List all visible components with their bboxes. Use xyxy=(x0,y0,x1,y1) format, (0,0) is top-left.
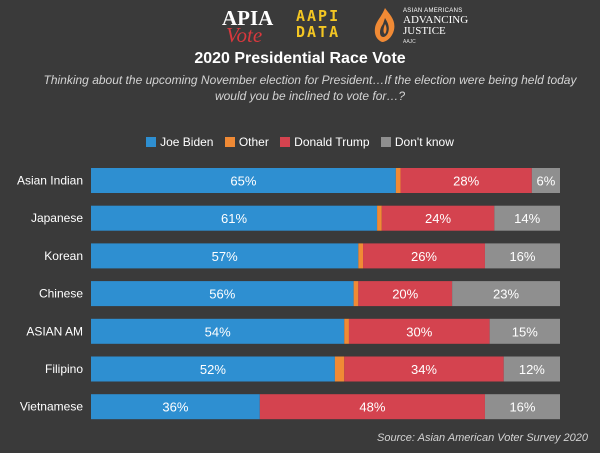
data-label-chinese-dont-know: 23% xyxy=(493,287,519,302)
bar-chinese-biden xyxy=(91,281,354,307)
data-label-korean-biden: 57% xyxy=(212,249,238,264)
bar-filipino-biden xyxy=(91,356,335,382)
aapi-logo-line1: AAPI xyxy=(296,7,341,25)
flame-icon xyxy=(374,8,395,42)
vote-logo-text: Vote xyxy=(226,23,263,47)
bar-filipino-other xyxy=(334,356,345,382)
bar-japanese-biden xyxy=(91,205,378,231)
data-label-filipino-biden: 52% xyxy=(200,362,226,377)
category-label-asian-am: ASIAN AM xyxy=(26,324,83,338)
legend-item-other: Other xyxy=(224,135,269,149)
bar-chinese-other xyxy=(353,281,359,307)
chart-title: 2020 Presidential Race Vote xyxy=(194,50,406,67)
data-label-asian-am-trump: 30% xyxy=(406,324,432,339)
aajc-logo: ASIAN AMERICANS ADVANCING JUSTICE AAJC xyxy=(370,6,490,46)
chart-legend: Joe Biden Other Donald Trump Don't know xyxy=(0,135,600,149)
data-label-asian-am-biden: 54% xyxy=(205,324,231,339)
aajc-logo-line1: ADVANCING xyxy=(403,14,469,26)
legend-label-biden: Joe Biden xyxy=(160,135,214,149)
data-label-chinese-biden: 56% xyxy=(209,287,235,302)
bar-vietnamese-dont-know xyxy=(484,394,560,420)
data-label-asian-indian-dont-know: 6% xyxy=(537,174,556,189)
legend-swatch-dont-know xyxy=(380,137,391,147)
bar-asian-am-other xyxy=(344,318,349,344)
legend-label-dont-know: Don't know xyxy=(394,135,454,149)
data-label-filipino-dont-know: 12% xyxy=(519,362,545,377)
bar-chinese-dont-know xyxy=(452,281,560,307)
data-label-vietnamese-trump: 48% xyxy=(359,400,385,415)
apia-logo-text: APIA xyxy=(222,6,274,30)
category-label-chinese: Chinese xyxy=(39,287,83,301)
logo-bar: APIA Vote AAPI DATA ASIAN AMERICANS ADVA… xyxy=(0,4,600,47)
legend-label-other: Other xyxy=(238,135,269,149)
legend-swatch-trump xyxy=(280,137,291,147)
bar-asian-indian-biden xyxy=(91,168,396,193)
data-label-vietnamese-biden: 36% xyxy=(162,400,188,415)
data-label-japanese-dont-know: 14% xyxy=(514,211,540,226)
data-label-japanese-trump: 24% xyxy=(425,211,451,226)
bar-asian-am-trump xyxy=(348,318,490,344)
legend-swatch-biden xyxy=(146,137,157,147)
bar-korean-biden xyxy=(91,243,359,269)
aajc-logo-small-text: ASIAN AMERICANS xyxy=(403,8,463,14)
bar-filipino-dont-know xyxy=(503,356,560,382)
bar-japanese-dont-know xyxy=(494,205,560,231)
data-label-chinese-trump: 20% xyxy=(392,287,418,302)
bar-vietnamese-trump xyxy=(259,394,485,420)
bar-filipino-trump xyxy=(344,356,504,382)
data-label-vietnamese-dont-know: 16% xyxy=(509,400,535,415)
data-label-asian-indian-biden: 65% xyxy=(230,174,256,189)
legend-item-trump: Donald Trump xyxy=(280,135,370,149)
bar-vietnamese-biden xyxy=(91,394,260,420)
legend-label-trump: Donald Trump xyxy=(294,135,370,149)
bar-japanese-trump xyxy=(381,205,495,231)
category-label-asian-indian: Asian Indian xyxy=(17,174,83,188)
category-label-japanese: Japanese xyxy=(31,211,83,225)
data-label-asian-am-dont-know: 15% xyxy=(512,324,538,339)
bar-japanese-other xyxy=(377,205,382,231)
category-label-filipino: Filipino xyxy=(45,362,83,376)
legend-swatch-other xyxy=(224,137,235,147)
legend-item-dont-know: Don't know xyxy=(380,135,454,149)
chart-subtitle: Thinking about the upcoming November ele… xyxy=(43,73,577,103)
apia-vote-logo: APIA Vote xyxy=(222,6,286,47)
bar-asian-indian-dont-know xyxy=(531,168,560,193)
aajc-logo-line2: JUSTICE xyxy=(403,25,446,37)
aapi-logo-line2: DATA xyxy=(296,23,341,41)
data-label-japanese-biden: 61% xyxy=(221,211,247,226)
bar-asian-am-dont-know xyxy=(489,318,560,344)
data-label-filipino-trump: 34% xyxy=(411,362,437,377)
data-label-asian-indian-trump: 28% xyxy=(453,174,479,189)
bar-asian-indian-other xyxy=(395,168,401,193)
data-label-korean-dont-know: 16% xyxy=(509,249,535,264)
bar-asian-am-biden xyxy=(91,318,345,344)
category-label-korean: Korean xyxy=(44,249,83,263)
bar-korean-other xyxy=(358,243,364,269)
aajc-logo-tiny-text: AAJC xyxy=(403,39,416,45)
category-label-vietnamese: Vietnamese xyxy=(20,400,83,414)
bar-korean-trump xyxy=(363,243,485,269)
aapi-data-logo: AAPI DATA xyxy=(296,8,360,44)
data-label-korean-trump: 26% xyxy=(411,249,437,264)
source-note: Source: Asian American Voter Survey 2020 xyxy=(377,432,588,444)
bar-chinese-trump xyxy=(358,281,453,307)
bar-asian-indian-trump xyxy=(400,168,532,193)
legend-item-biden: Joe Biden xyxy=(146,135,213,149)
bar-korean-dont-know xyxy=(484,243,560,269)
